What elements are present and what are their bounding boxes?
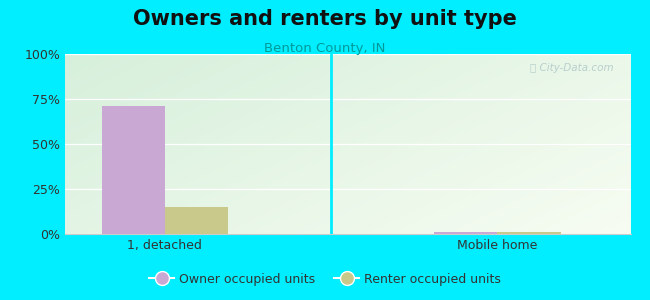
Legend: Owner occupied units, Renter occupied units: Owner occupied units, Renter occupied un… [144,268,506,291]
Text: Benton County, IN: Benton County, IN [265,42,385,55]
Bar [165,207,228,234]
Bar [434,232,497,234]
Bar [497,232,561,234]
Text: Owners and renters by unit type: Owners and renters by unit type [133,9,517,29]
Text: ⓘ City-Data.com: ⓘ City-Data.com [530,63,614,73]
Bar [101,106,165,234]
